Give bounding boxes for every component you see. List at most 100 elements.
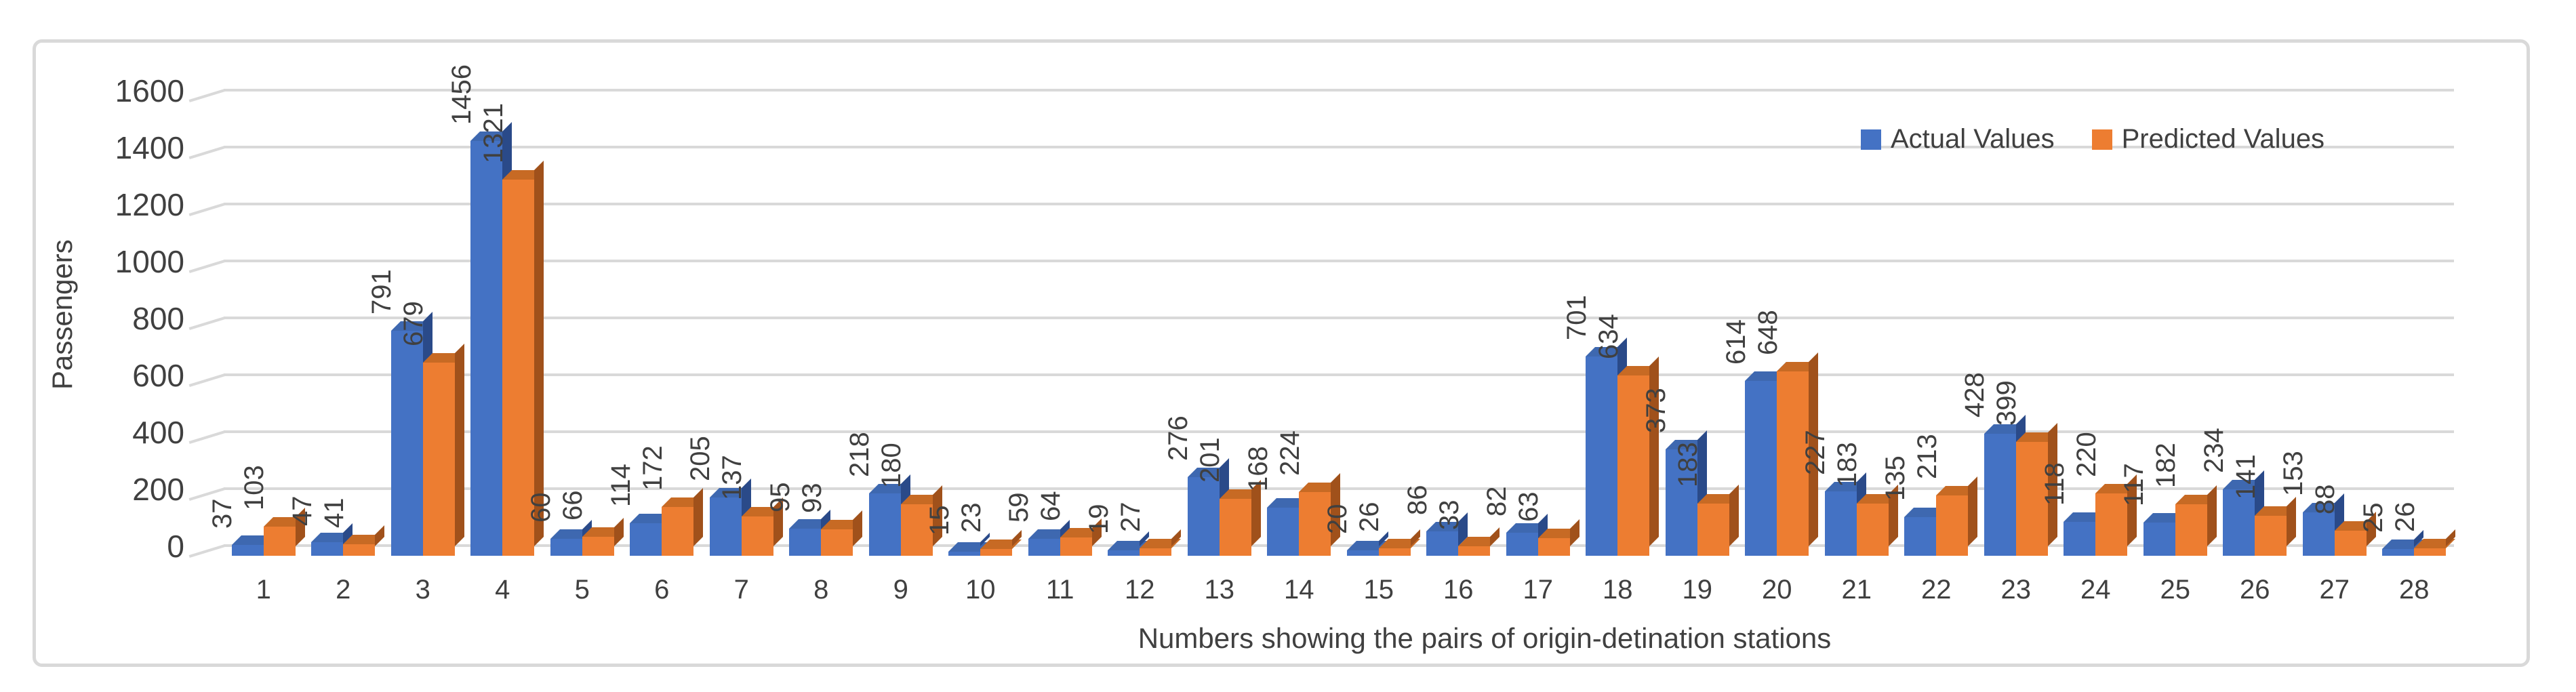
bar-side-face <box>1968 476 1978 546</box>
bar <box>900 504 933 556</box>
y-axis-title: Passengers <box>46 239 78 390</box>
value-label: 234 <box>2198 427 2229 473</box>
x-category-label: 24 <box>2080 575 2111 605</box>
x-category-label: 11 <box>1045 575 1074 605</box>
x-category-label: 14 <box>1284 575 1314 605</box>
x-category-label: 23 <box>2000 575 2032 605</box>
value-label: 59 <box>1004 492 1034 523</box>
y-tick-label: 0 <box>167 529 184 564</box>
value-label: 63 <box>1514 491 1544 522</box>
value-label: 201 <box>1195 436 1226 483</box>
value-label: 82 <box>1482 486 1512 516</box>
grid-line <box>224 89 2454 91</box>
bar <box>2255 515 2287 556</box>
bar <box>1936 495 1969 556</box>
y-tick-label: 1200 <box>115 187 184 222</box>
value-label: 64 <box>1036 491 1066 522</box>
grid-line <box>224 203 2454 205</box>
grid-depth-nub <box>188 146 226 159</box>
value-label: 137 <box>717 455 748 501</box>
bar <box>1028 539 1060 556</box>
bar <box>1824 491 1857 556</box>
bar <box>1378 548 1411 556</box>
value-label: 19 <box>1083 504 1114 535</box>
bar <box>390 330 423 556</box>
value-label: 428 <box>1960 372 1990 418</box>
bar-side-face <box>1729 485 1739 546</box>
y-tick-label: 1600 <box>115 73 184 108</box>
value-label: 679 <box>399 301 429 346</box>
legend-swatch-predicted <box>2091 129 2112 150</box>
bar <box>789 529 822 556</box>
x-category-label: 1 <box>256 575 271 605</box>
bar <box>948 551 981 556</box>
bar <box>1586 356 1618 556</box>
bar <box>1060 537 1092 556</box>
value-label: 373 <box>1641 388 1672 434</box>
bar <box>1777 371 1809 556</box>
bar <box>1219 498 1251 556</box>
value-label: 41 <box>319 497 349 528</box>
grid-depth-nub <box>188 317 226 330</box>
bar <box>2015 442 2048 556</box>
bar <box>1697 504 1729 556</box>
grid-line <box>224 373 2454 376</box>
value-label: 15 <box>924 505 954 535</box>
bar <box>821 529 853 556</box>
bar <box>868 493 901 556</box>
grid-line <box>224 317 2454 319</box>
x-category-label: 28 <box>2399 575 2430 605</box>
x-category-label: 9 <box>893 575 908 605</box>
bar-side-face <box>454 343 464 546</box>
value-label: 183 <box>1832 442 1863 488</box>
bar <box>422 362 455 556</box>
x-category-label: 17 <box>1523 575 1554 605</box>
value-label: 648 <box>1752 310 1783 355</box>
x-category-label: 10 <box>965 575 996 605</box>
grid-depth-nub <box>188 203 226 216</box>
legend-item-predicted: Predicted Values <box>2091 124 2325 155</box>
value-label: 180 <box>877 443 907 489</box>
value-label: 26 <box>2390 502 2420 533</box>
x-category-label: 4 <box>495 575 510 605</box>
value-label: 20 <box>1323 504 1353 534</box>
legend: Actual Values Predicted Values <box>1861 124 2325 155</box>
value-label: 26 <box>1354 502 1385 533</box>
bar <box>550 538 582 556</box>
bar <box>263 526 296 556</box>
bar <box>502 180 535 556</box>
grid-depth-nub <box>188 430 226 444</box>
x-axis-title: Numbers showing the pairs of origin-deti… <box>1138 622 1832 654</box>
x-category-label: 19 <box>1682 575 1713 605</box>
value-label: 701 <box>1561 294 1592 340</box>
bar <box>741 516 773 556</box>
value-label: 153 <box>2278 450 2309 496</box>
bar-side-face <box>1490 527 1500 546</box>
bar <box>1617 375 1650 556</box>
bar <box>1856 504 1889 556</box>
x-category-label: 22 <box>1921 575 1952 605</box>
bar <box>582 537 614 556</box>
value-label: 118 <box>2039 462 2070 506</box>
value-label: 205 <box>685 436 716 481</box>
value-label: 88 <box>2310 484 2341 515</box>
value-label: 634 <box>1593 313 1624 359</box>
bar-side-face <box>1569 518 1579 546</box>
value-label: 213 <box>1912 433 1942 479</box>
y-tick-label: 800 <box>132 301 184 336</box>
x-category-label: 18 <box>1603 575 1633 605</box>
value-label: 95 <box>765 482 795 513</box>
legend-swatch-actual <box>1861 129 1881 150</box>
x-category-label: 3 <box>415 575 430 605</box>
value-label: 27 <box>1115 502 1146 532</box>
x-category-label: 20 <box>1762 575 1792 605</box>
value-label: 183 <box>1673 442 1704 488</box>
bar <box>2334 531 2367 556</box>
value-label: 117 <box>2119 463 2150 506</box>
bar-side-face <box>613 518 624 546</box>
y-tick-label: 1000 <box>115 244 184 279</box>
value-label: 93 <box>797 483 827 513</box>
x-category-label: 21 <box>1841 575 1872 605</box>
value-label: 399 <box>1992 380 2022 426</box>
